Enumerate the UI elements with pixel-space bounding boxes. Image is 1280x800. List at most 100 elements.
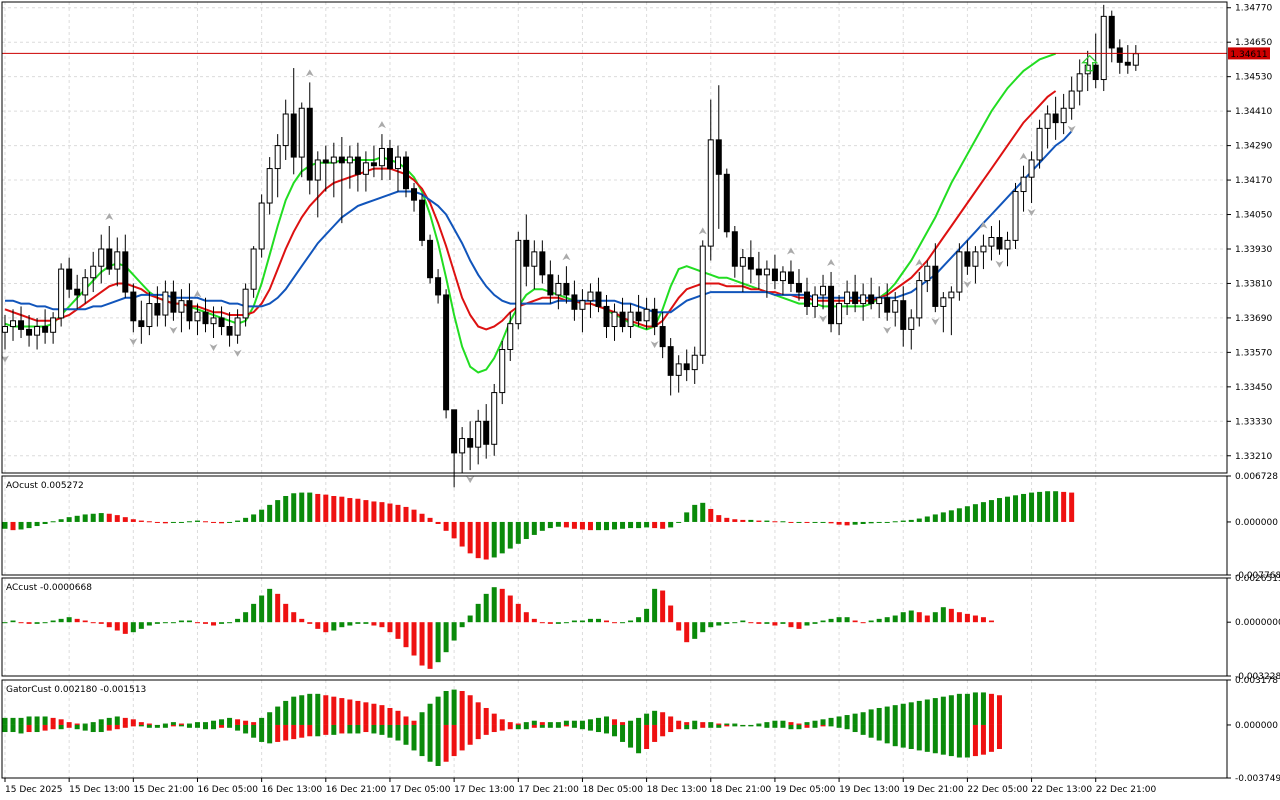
candle[interactable] — [314, 151, 321, 218]
candle[interactable] — [403, 151, 409, 198]
candle[interactable] — [451, 409, 458, 488]
candle[interactable] — [42, 309, 49, 344]
candle[interactable] — [114, 237, 121, 287]
candle[interactable] — [635, 294, 642, 327]
candle[interactable] — [763, 260, 770, 298]
candle[interactable] — [900, 286, 907, 347]
candle[interactable] — [1036, 119, 1043, 169]
candle[interactable] — [202, 297, 209, 333]
candle[interactable] — [338, 136, 345, 224]
candle[interactable] — [1100, 4, 1107, 92]
candle[interactable] — [844, 280, 851, 316]
candle[interactable] — [1076, 59, 1083, 106]
candle[interactable] — [1012, 182, 1019, 249]
ao-panel[interactable]: 0.006728 0.000000 -0.007768 AOcust 0.005272 — [1, 472, 1280, 581]
candle[interactable] — [1004, 231, 1011, 267]
candle[interactable] — [250, 246, 257, 298]
candle[interactable] — [435, 269, 442, 304]
candle[interactable] — [443, 289, 450, 419]
candle[interactable] — [226, 312, 233, 347]
candle[interactable] — [1116, 39, 1123, 74]
candle[interactable] — [836, 294, 843, 336]
candle[interactable] — [531, 240, 538, 290]
candle[interactable] — [491, 383, 498, 456]
candle[interactable] — [122, 234, 129, 298]
candle[interactable] — [330, 142, 337, 198]
candle[interactable] — [908, 309, 915, 350]
candle[interactable] — [916, 271, 923, 327]
candle[interactable] — [138, 300, 145, 344]
candle[interactable] — [467, 421, 474, 471]
candle[interactable] — [483, 404, 490, 459]
candle[interactable] — [210, 306, 217, 339]
candle[interactable] — [394, 145, 401, 192]
candle[interactable] — [274, 134, 281, 198]
candle[interactable] — [547, 260, 554, 304]
candle[interactable] — [386, 139, 393, 181]
candle[interactable] — [419, 194, 426, 247]
candle[interactable] — [82, 269, 89, 304]
candle[interactable] — [154, 286, 161, 327]
candle[interactable] — [90, 251, 97, 293]
candle[interactable] — [194, 303, 201, 336]
candle[interactable] — [651, 297, 658, 336]
candle[interactable] — [603, 294, 610, 339]
candle[interactable] — [1044, 105, 1051, 149]
candle[interactable] — [980, 234, 987, 270]
candle[interactable] — [779, 266, 786, 295]
candle[interactable] — [643, 297, 650, 330]
candle[interactable] — [996, 220, 1003, 255]
candle[interactable] — [563, 266, 570, 304]
candle[interactable] — [362, 151, 369, 192]
candle[interactable] — [130, 283, 137, 333]
candle[interactable] — [10, 309, 17, 341]
candle[interactable] — [755, 251, 762, 290]
candle[interactable] — [26, 315, 33, 347]
candle[interactable] — [411, 182, 418, 212]
candle[interactable] — [659, 312, 666, 359]
candle[interactable] — [74, 274, 81, 310]
candle[interactable] — [1060, 93, 1067, 135]
candle[interactable] — [98, 234, 105, 284]
candle[interactable] — [683, 349, 690, 382]
candle[interactable] — [611, 303, 618, 341]
candle[interactable] — [812, 286, 819, 318]
candle[interactable] — [58, 263, 65, 327]
candle[interactable] — [258, 194, 265, 258]
ac-panel[interactable]: 0.0026515 0.0000000 -0.0032287 ACcust -0.00… — [1, 574, 1280, 682]
candle[interactable] — [964, 240, 971, 275]
candle[interactable] — [587, 283, 594, 318]
candle[interactable] — [555, 274, 562, 310]
candle[interactable] — [715, 85, 722, 229]
candle[interactable] — [475, 409, 482, 465]
candle[interactable] — [675, 355, 682, 393]
candle[interactable] — [427, 234, 434, 284]
candle[interactable] — [731, 226, 738, 278]
candle[interactable] — [378, 134, 385, 181]
candle[interactable] — [932, 243, 939, 313]
candle[interactable] — [940, 292, 947, 333]
candle[interactable] — [290, 68, 297, 175]
candle[interactable] — [266, 157, 273, 215]
candle[interactable] — [820, 274, 827, 310]
candle[interactable] — [988, 226, 995, 261]
candle[interactable] — [539, 240, 546, 284]
gator-panel[interactable]: 0.003178 0.000000 -0.003749 GatorCust 0.002… — [1, 676, 1280, 784]
candle[interactable] — [459, 427, 466, 473]
candle[interactable] — [66, 257, 73, 298]
candle[interactable] — [771, 254, 778, 290]
candle[interactable] — [298, 102, 305, 178]
candle[interactable] — [242, 283, 249, 327]
candle[interactable] — [627, 303, 634, 339]
candle[interactable] — [370, 145, 377, 178]
candle[interactable] — [804, 277, 810, 316]
candle[interactable] — [852, 274, 859, 313]
candle[interactable] — [795, 269, 802, 301]
candle[interactable] — [787, 260, 794, 293]
candle[interactable] — [234, 309, 241, 344]
candle[interactable] — [948, 286, 955, 336]
candle[interactable] — [747, 240, 754, 284]
candle[interactable] — [346, 145, 353, 189]
candle[interactable] — [723, 168, 730, 238]
